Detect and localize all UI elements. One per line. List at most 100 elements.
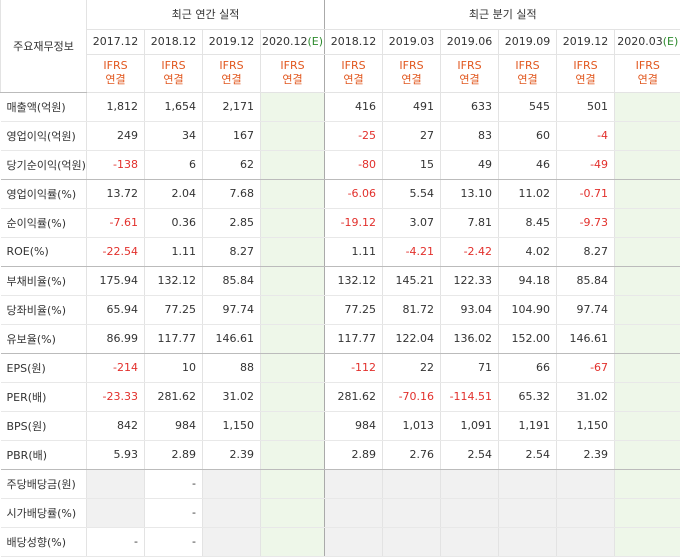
table-cell: 5.54	[382, 179, 441, 209]
row-label: EPS(원)	[0, 353, 87, 383]
table-cell: -112	[324, 353, 383, 383]
table-row: 배당성향(%) - -	[0, 527, 680, 557]
consolidated-label: 연결	[459, 73, 480, 86]
table-cell: 1,654	[144, 92, 203, 122]
table-cell: 2.39	[556, 440, 615, 470]
table-cell: 132.12	[144, 266, 203, 296]
table-row: EPS(원) -214 10 88 -112 22 71 66 -67	[0, 353, 680, 383]
item-column-header: 주요재무정보	[0, 0, 87, 93]
table-cell: 8.27	[202, 237, 261, 267]
table-cell	[614, 498, 680, 528]
table-cell: -114.51	[440, 382, 499, 412]
table-cell	[614, 440, 680, 470]
ifrs-basis: IFRS 연결	[86, 54, 145, 93]
table-cell: -6.06	[324, 179, 383, 209]
table-cell: 66	[498, 353, 557, 383]
table-row: 영업이익(억원) 249 34 167 -25 27 83 60 -4	[0, 121, 680, 151]
table-cell	[614, 324, 680, 354]
period-label: 2018.12	[150, 35, 197, 48]
table-cell: 65.94	[86, 295, 145, 325]
period-label: 2020.03	[617, 35, 663, 48]
table-cell	[259, 382, 326, 412]
table-cell: 1,191	[498, 411, 557, 441]
table-cell	[86, 498, 145, 528]
period-header: 2019.09	[498, 29, 557, 55]
table-cell: 7.81	[440, 208, 499, 238]
table-cell: 71	[440, 353, 499, 383]
table-cell: 2.76	[382, 440, 441, 470]
ifrs-label: IFRS	[103, 59, 128, 72]
table-cell: 10	[144, 353, 203, 383]
ifrs-label: IFRS	[399, 59, 424, 72]
table-cell	[259, 498, 326, 528]
table-cell: 93.04	[440, 295, 499, 325]
table-cell: -19.12	[324, 208, 383, 238]
ifrs-basis: IFRS 연결	[556, 54, 615, 93]
table-row: PBR(배) 5.93 2.89 2.39 2.89 2.76 2.54 2.54 2.39	[0, 440, 680, 470]
table-cell: 81.72	[382, 295, 441, 325]
table-cell: 984	[324, 411, 383, 441]
table-cell	[259, 208, 326, 238]
ifrs-label: IFRS	[161, 59, 186, 72]
table-cell: 4.02	[498, 237, 557, 267]
row-label: 주당배당금(원)	[0, 469, 87, 499]
estimate-marker: (E)	[662, 35, 679, 48]
table-cell: 132.12	[324, 266, 383, 296]
quarterly-results-header: 최근 분기 실적	[324, 0, 680, 30]
period-header: 2020.12(E)	[259, 29, 326, 55]
row-label: 영업이익률(%)	[0, 179, 87, 209]
table-cell	[259, 295, 326, 325]
consolidated-label: 연결	[282, 73, 303, 86]
period-label: 2019.09	[504, 35, 551, 48]
table-cell: 11.02	[498, 179, 557, 209]
table-cell: 85.84	[202, 266, 261, 296]
table-cell	[614, 469, 680, 499]
table-cell: 249	[86, 121, 145, 151]
table-cell: -23.33	[86, 382, 145, 412]
table-cell	[614, 179, 680, 209]
table-cell: 13.10	[440, 179, 499, 209]
table-cell: 8.45	[498, 208, 557, 238]
table-row: 유보율(%) 86.99 117.77 146.61 117.77 122.04 136.0…	[0, 324, 680, 354]
ifrs-label: IFRS	[280, 59, 305, 72]
table-row: 매출액(억원) 1,812 1,654 2,171 416 491 633 545 501	[0, 92, 680, 122]
table-cell: 31.02	[202, 382, 261, 412]
table-cell: 49	[440, 150, 499, 180]
table-cell: -22.54	[86, 237, 145, 267]
table-cell: 86.99	[86, 324, 145, 354]
consolidated-label: 연결	[517, 73, 538, 86]
table-cell: 122.33	[440, 266, 499, 296]
table-cell	[324, 527, 383, 557]
table-cell	[259, 324, 326, 354]
table-cell	[614, 353, 680, 383]
table-cell: -80	[324, 150, 383, 180]
table-row: PER(배) -23.33 281.62 31.02 281.62 -70.16 -114.…	[0, 382, 680, 412]
row-label: 시가배당률(%)	[0, 498, 87, 528]
ifrs-basis: IFRS 연결	[324, 54, 383, 93]
consolidated-label: 연결	[105, 73, 126, 86]
table-cell	[556, 469, 615, 499]
table-cell	[202, 527, 261, 557]
table-row: 영업이익률(%) 13.72 2.04 7.68 -6.06 5.54 13.10 11.02…	[0, 179, 680, 209]
table-cell: 416	[324, 92, 383, 122]
table-row: 시가배당률(%) -	[0, 498, 680, 528]
table-cell	[324, 469, 383, 499]
period-header: 2019.12	[202, 29, 261, 55]
ifrs-basis: IFRS 연결	[382, 54, 441, 93]
table-cell	[440, 527, 499, 557]
table-cell: 1,150	[202, 411, 261, 441]
table-cell: 3.07	[382, 208, 441, 238]
table-cell	[259, 353, 326, 383]
table-cell	[614, 295, 680, 325]
consolidated-label: 연결	[163, 73, 184, 86]
table-cell	[498, 527, 557, 557]
consolidated-label: 연결	[221, 73, 242, 86]
period-label: 2020.12	[262, 35, 308, 48]
row-label: ROE(%)	[0, 237, 87, 267]
ifrs-basis: IFRS 연결	[614, 54, 680, 93]
table-cell: -49	[556, 150, 615, 180]
table-cell: 2.89	[324, 440, 383, 470]
table-cell: 13.72	[86, 179, 145, 209]
table-cell: 1,091	[440, 411, 499, 441]
ifrs-basis: IFRS 연결	[259, 54, 326, 93]
